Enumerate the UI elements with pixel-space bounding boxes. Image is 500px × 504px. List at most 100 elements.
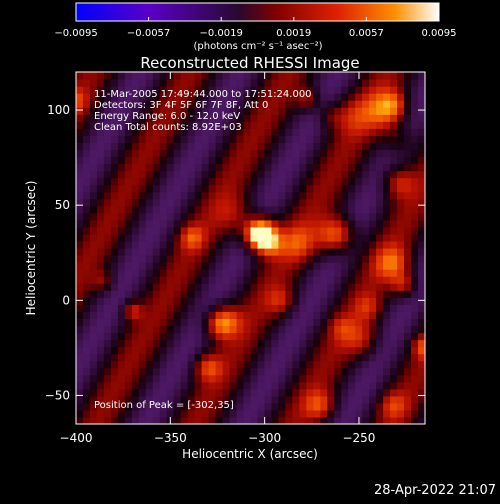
heatmap-cell (334, 86, 342, 94)
heatmap-cell (264, 388, 273, 397)
heatmap-cell (201, 269, 210, 277)
heatmap-cell (264, 142, 273, 151)
heatmap-cell (201, 100, 210, 108)
heatmap-cell (327, 93, 335, 101)
heatmap-cell (110, 198, 119, 207)
heatmap-cell (194, 276, 203, 284)
heatmap-cell (299, 135, 307, 143)
heatmap-cell (341, 381, 349, 390)
heatmap-cell (124, 205, 133, 214)
info-line: Energy Range: 6.0 - 12.0 keV (94, 111, 240, 122)
heatmap-cell (334, 163, 342, 172)
heatmap-cell (404, 135, 412, 143)
heatmap-cell (166, 311, 175, 319)
heatmap-cell (383, 360, 391, 369)
heatmap-cell (187, 79, 196, 87)
heatmap-cell (82, 163, 91, 172)
heatmap-cell (369, 255, 377, 263)
heatmap-cell (152, 262, 161, 270)
heatmap-cell (313, 212, 321, 221)
heatmap-cell (257, 240, 266, 249)
heatmap-cell (418, 107, 425, 115)
heatmap-cell (187, 226, 196, 235)
heatmap-cell (418, 367, 425, 376)
heatmap-cell (131, 93, 140, 101)
heatmap-cell (89, 205, 98, 214)
heatmap-cell (278, 381, 286, 390)
heatmap-cell (208, 135, 217, 143)
heatmap-cell (355, 276, 363, 284)
heatmap-cell (271, 367, 280, 376)
heatmap-cell (117, 297, 126, 305)
heatmap-cell (152, 367, 161, 376)
heatmap-cell (369, 142, 377, 151)
heatmap-cell (327, 374, 335, 383)
heatmap-cell (89, 114, 98, 122)
heatmap-cell (285, 346, 293, 355)
heatmap-cell (341, 114, 349, 122)
heatmap-cell (278, 339, 286, 348)
heatmap-cell (418, 191, 425, 200)
heatmap-cell (180, 72, 189, 80)
heatmap-cell (362, 388, 370, 397)
heatmap-cell (117, 212, 126, 221)
heatmap-cell (390, 255, 398, 263)
heatmap-cell (89, 226, 98, 235)
heatmap-cell (194, 149, 203, 158)
heatmap-cell (348, 381, 356, 390)
heatmap-cell (376, 212, 384, 221)
heatmap-cell (299, 339, 307, 348)
heatmap-cell (82, 402, 91, 411)
heatmap-cell (215, 311, 224, 319)
heatmap-cell (208, 269, 217, 277)
heatmap-cell (250, 416, 259, 424)
heatmap-cell (320, 142, 328, 151)
heatmap-cell (404, 388, 412, 397)
heatmap-cell (208, 402, 217, 411)
heatmap-cell (152, 212, 161, 221)
heatmap-cell (173, 339, 182, 348)
heatmap-cell (236, 402, 245, 411)
x-tick-label: −250 (342, 431, 375, 445)
heatmap-cell (397, 191, 405, 200)
heatmap-cell (292, 177, 300, 186)
heatmap-cell (103, 311, 112, 319)
heatmap-cell (222, 367, 231, 376)
heatmap-cell (250, 311, 259, 319)
heatmap-cell (229, 128, 238, 136)
heatmap-cell (229, 142, 238, 151)
heatmap-cell (278, 353, 286, 362)
heatmap-cell (257, 107, 266, 115)
heatmap-cell (124, 325, 133, 334)
heatmap-cell (250, 339, 259, 348)
heatmap-cell (82, 72, 91, 80)
heatmap-cell (390, 283, 398, 291)
heatmap-cell (124, 100, 133, 108)
heatmap-cell (124, 177, 133, 186)
heatmap-cell (383, 381, 391, 390)
heatmap-cell (180, 304, 189, 312)
heatmap-cell (320, 388, 328, 397)
heatmap-cell (76, 402, 84, 411)
heatmap-cell (138, 114, 147, 122)
heatmap-cell (138, 135, 147, 143)
heatmap-cell (138, 304, 147, 312)
heatmap-cell (264, 226, 273, 235)
heatmap-cell (334, 367, 342, 376)
heatmap-cell (397, 395, 405, 404)
heatmap-cell (313, 86, 321, 94)
heatmap-cell (82, 100, 91, 108)
heatmap-cell (89, 290, 98, 298)
heatmap-cell (397, 374, 405, 383)
heatmap-cell (138, 72, 147, 80)
heatmap-cell (355, 332, 363, 341)
heatmap-cell (390, 72, 398, 80)
heatmap-cell (145, 163, 154, 172)
heatmap-cell (187, 142, 196, 151)
heatmap-cell (208, 283, 217, 291)
heatmap-cell (306, 416, 314, 424)
heatmap-cell (355, 374, 363, 383)
heatmap-cell (96, 93, 105, 101)
heatmap-cell (229, 311, 238, 319)
colorbar-tick-label: 0.0095 (422, 28, 457, 39)
